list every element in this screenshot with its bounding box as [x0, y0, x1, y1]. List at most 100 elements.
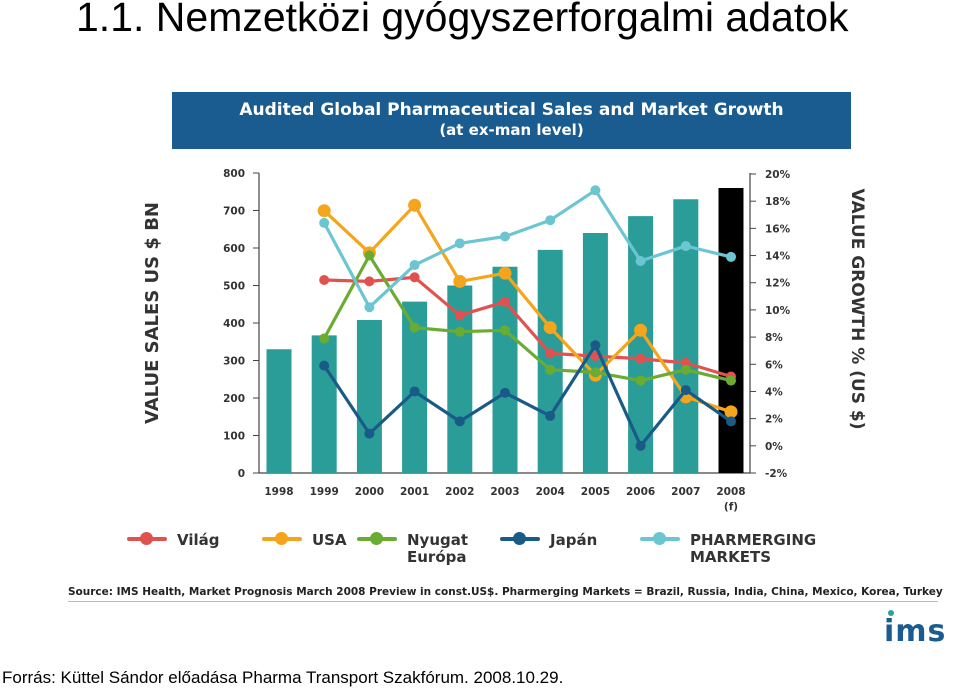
series-point	[726, 375, 736, 386]
y2-tick-label: 8%	[765, 332, 783, 344]
series-point	[543, 321, 557, 335]
series-point	[364, 302, 375, 313]
bar	[311, 335, 337, 473]
series-point	[500, 387, 510, 398]
sales-growth-chart: 0 100 200 300 400 500 600 700 800 -2% 0% 2% 4% 6% 8% 10…	[142, 168, 867, 513]
y-tick-label: 800	[223, 168, 245, 180]
series-point	[545, 348, 556, 359]
y-tick-label: 500	[223, 281, 245, 293]
series-point	[319, 333, 330, 344]
x-tick-label: 2004	[536, 486, 565, 498]
chart-subtitle: (at ex-man level)	[439, 121, 584, 139]
series-point	[408, 198, 422, 212]
series-point	[364, 428, 375, 439]
series-point	[319, 275, 330, 286]
series-line	[323, 203, 732, 414]
y-tick-label: 600	[223, 243, 245, 255]
bar	[266, 349, 292, 473]
source-note: Source: IMS Health, Market Prognosis Mar…	[68, 586, 943, 598]
x-tick-label: 1999	[310, 486, 339, 498]
x-tick-label: 2008	[716, 486, 745, 498]
series-point	[635, 255, 646, 266]
series-point	[590, 367, 601, 378]
y-tick-label: 300	[223, 356, 245, 368]
series-point	[680, 385, 691, 396]
series-point	[317, 204, 331, 218]
legend-label: PHARMERGING MARKETS	[690, 531, 817, 566]
x-tick-label: 1998	[264, 486, 293, 498]
logo-dot	[888, 610, 894, 616]
legend-label: Nyugat Európa	[407, 531, 469, 566]
slide-title: 1.1. Nemzetközi gyógyszerforgalmi adatok	[76, 0, 849, 40]
series-line	[322, 253, 732, 383]
series-point	[500, 325, 510, 336]
series-point	[680, 364, 691, 375]
series-point	[453, 274, 467, 288]
chart-title-banner: Audited Global Pharmaceutical Sales and …	[172, 92, 851, 149]
bar	[718, 188, 744, 473]
series-point	[545, 215, 556, 226]
chart-legend: Világ USA Nyugat Európa Japán PHARMERGING MA…	[0, 530, 960, 580]
series-point	[319, 360, 330, 371]
series-point	[498, 266, 512, 280]
series-line	[322, 343, 732, 448]
series-point	[500, 231, 510, 242]
source-divider	[68, 601, 938, 602]
series-point	[319, 217, 330, 228]
series-point	[545, 364, 556, 375]
y2-axis-title: VALUE GROWTH % (US $)	[847, 189, 867, 430]
series-point	[454, 416, 465, 427]
y-tick-label: 400	[223, 318, 245, 330]
legend-dot-swatch	[140, 532, 153, 545]
x-tick-label: 2001	[400, 486, 429, 498]
ims-logo: ims	[884, 610, 954, 650]
legend-dot-swatch	[513, 532, 526, 545]
series-point	[635, 375, 646, 386]
series-point	[500, 296, 510, 307]
bar	[673, 199, 699, 473]
y2-tick-label: 2%	[765, 414, 783, 426]
y2-tick-label: 16%	[765, 223, 791, 235]
legend-label: USA	[312, 531, 347, 549]
series-point	[635, 353, 646, 364]
series-point	[409, 386, 420, 397]
series-point	[454, 326, 465, 337]
series-point	[680, 241, 691, 252]
y-tick-label: 700	[223, 206, 245, 218]
series-point	[454, 310, 465, 321]
series-point	[454, 238, 465, 249]
series-point	[590, 340, 601, 351]
y2-tick-label: 14%	[765, 251, 791, 263]
series-point	[634, 323, 648, 337]
series-point	[726, 251, 736, 262]
legend-dot-swatch	[653, 532, 666, 545]
y-tick-label: 100	[223, 431, 245, 443]
series-point	[364, 250, 375, 261]
series-point	[409, 322, 420, 333]
x-tick-label: 2003	[490, 486, 519, 498]
series-point	[409, 260, 420, 271]
series-line	[322, 188, 732, 309]
y2-tick-label: 18%	[765, 196, 791, 208]
y-axis-title: VALUE SALES US $ BN	[142, 202, 163, 424]
series-point	[409, 272, 420, 283]
series-point	[364, 276, 375, 287]
x-tick-label: 2006	[626, 486, 655, 498]
series-point	[635, 440, 646, 451]
x-tick-label: 2007	[671, 486, 700, 498]
series-point	[726, 416, 736, 427]
y2-tick-label: 10%	[765, 305, 791, 317]
footer-source: Forrás: Küttel Sándor előadása Pharma Tr…	[2, 668, 564, 687]
x-tick-label: 2005	[581, 486, 610, 498]
logo-text: ims	[884, 614, 947, 649]
x-tick-label: 2002	[445, 486, 474, 498]
y2-tick-label: 4%	[765, 386, 783, 398]
series-point	[724, 405, 738, 419]
series-point	[590, 185, 601, 196]
legend-label: Japán	[550, 531, 598, 549]
legend-label: Világ	[177, 531, 220, 549]
y-tick-label: 0	[238, 468, 245, 480]
bar	[356, 320, 382, 473]
series-point	[545, 410, 556, 421]
legend-dot-swatch	[370, 532, 383, 545]
